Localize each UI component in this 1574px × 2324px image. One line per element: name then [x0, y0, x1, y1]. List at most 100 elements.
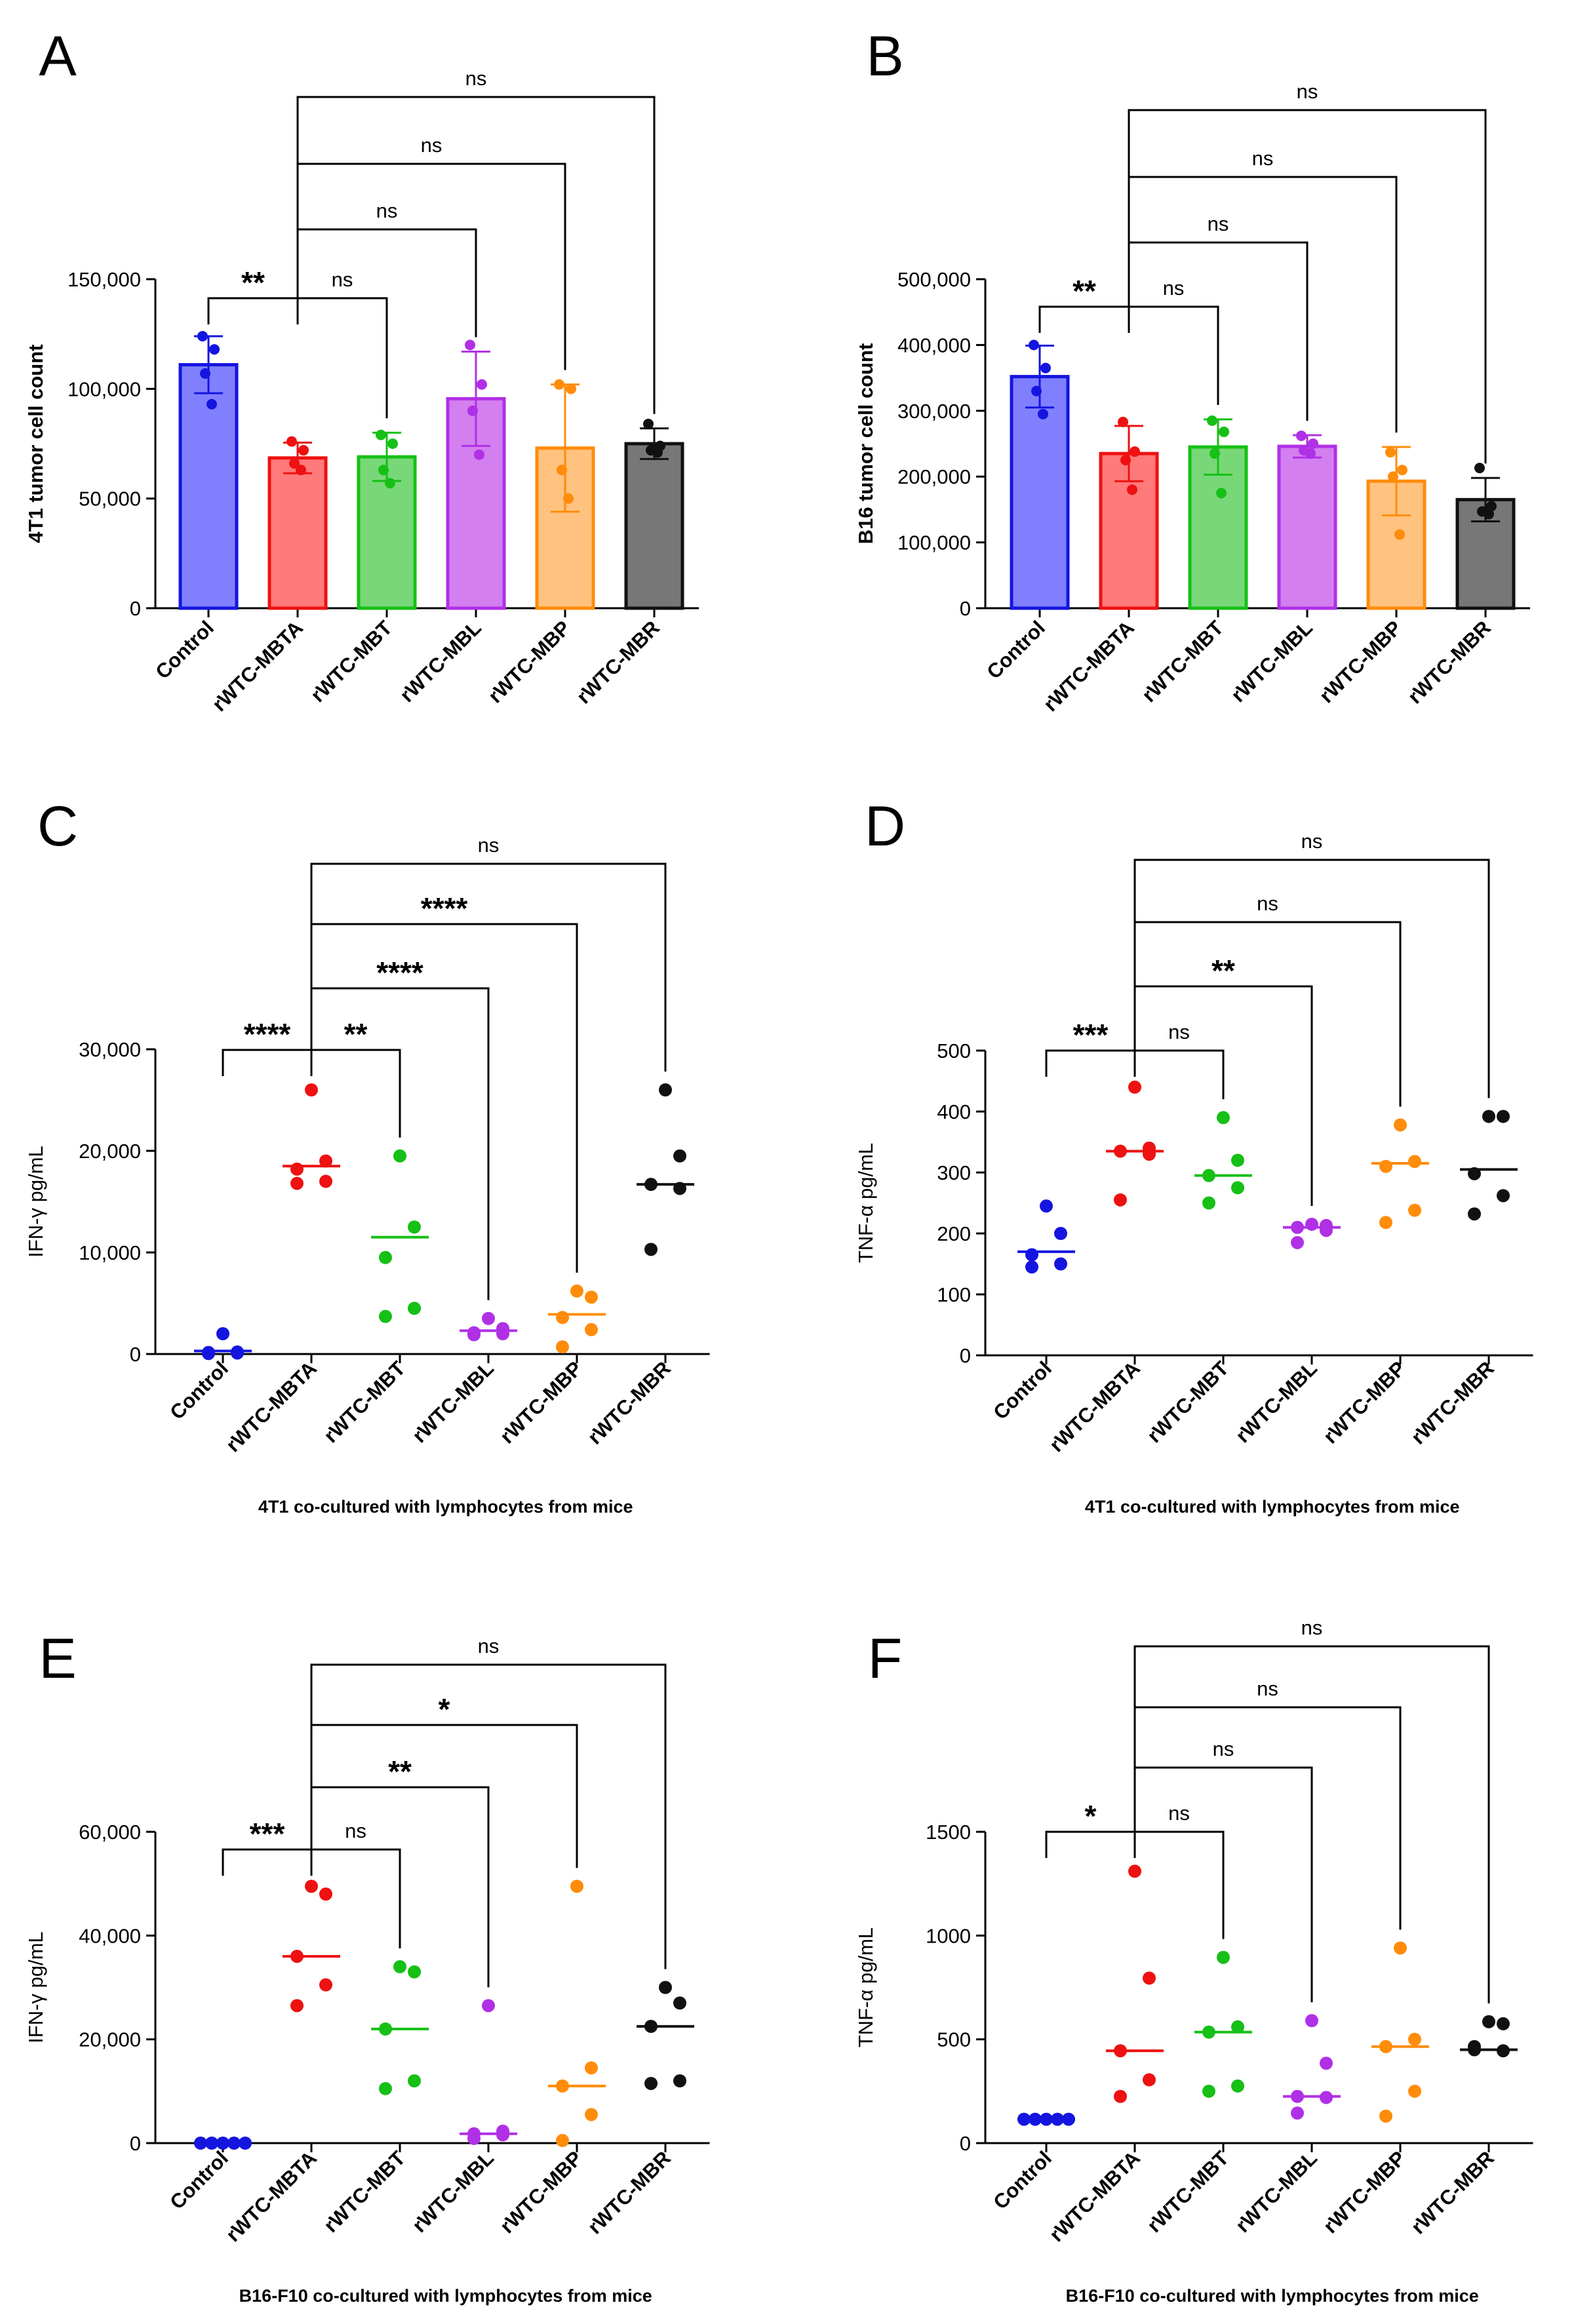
data-point — [1130, 446, 1140, 457]
data-point — [296, 465, 306, 476]
data-point — [319, 1978, 332, 1992]
bar — [1277, 444, 1337, 610]
significance-bracket — [296, 96, 656, 414]
x-tick-label: rWTC-MBL — [1231, 1357, 1322, 1447]
data-point — [1216, 488, 1227, 499]
data-point — [467, 2131, 481, 2145]
data-point — [1038, 408, 1048, 419]
y-tick-label: 0 — [960, 2132, 971, 2155]
significance-bracket — [1038, 305, 1130, 333]
data-point — [1408, 1155, 1421, 1169]
significance-bracket — [1128, 176, 1398, 433]
significance-label: ns — [465, 67, 487, 90]
data-point — [379, 2082, 392, 2095]
data-point — [1408, 2084, 1421, 2098]
data-point — [385, 478, 395, 489]
significance-label: ns — [376, 199, 398, 222]
x-tick-label: rWTC-MBL — [395, 616, 486, 707]
y-tick-label: 30,000 — [79, 1038, 141, 1061]
x-tick-label: rWTC-MBP — [1319, 1357, 1410, 1448]
significance-bracket — [296, 297, 388, 419]
data-point — [231, 1346, 244, 1360]
x-tick-label: rWTC-MBL — [1227, 616, 1317, 707]
panel-letter: C — [37, 795, 78, 858]
y-tick-label: 0 — [130, 597, 141, 620]
x-tick-label: rWTC-MBR — [572, 616, 664, 708]
x-tick-label: rWTC-MBP — [496, 2146, 587, 2237]
panel-letter: D — [865, 795, 905, 858]
x-tick-label: Control — [165, 1357, 233, 1424]
data-point — [1040, 2112, 1053, 2126]
significance-label: ns — [1297, 80, 1318, 103]
data-point — [556, 1340, 569, 1354]
y-tick-label: 1500 — [926, 1821, 971, 1844]
data-point — [563, 493, 574, 504]
significance-bracket — [310, 1663, 667, 1969]
data-point — [482, 1999, 495, 2013]
x-tick-label: Control — [165, 2146, 233, 2214]
data-point — [467, 1328, 481, 1342]
x-axis-label: 4T1 co-cultured with lymphocytes from mi… — [258, 1497, 633, 1517]
y-tick-label: 100,000 — [897, 532, 971, 554]
significance-label: * — [1085, 1799, 1097, 1833]
data-point — [643, 418, 654, 429]
data-point — [290, 1176, 304, 1190]
y-tick-label: 50,000 — [79, 488, 141, 511]
x-tick-label: Control — [151, 616, 218, 684]
x-tick-label: rWTC-MBTA — [1045, 1357, 1145, 1456]
data-point — [1207, 415, 1217, 426]
data-point — [290, 1950, 304, 1963]
significance-label: ns — [1163, 277, 1185, 300]
panel-b: B 0 100,000 200,000 300,000 400,000 500,000 B16… — [854, 25, 1530, 716]
data-point — [378, 465, 389, 476]
x-tick-label: rWTC-MBP — [1319, 2146, 1410, 2237]
data-point — [1394, 1941, 1407, 1955]
y-tick-label: 500 — [937, 2028, 971, 2051]
data-point — [1408, 2032, 1421, 2046]
significance-bracket — [207, 297, 299, 324]
x-tick-label: rWTC-MBT — [1143, 2146, 1233, 2237]
data-point — [585, 2108, 598, 2121]
data-point — [673, 1182, 686, 1195]
data-point — [467, 405, 478, 416]
data-point — [202, 1347, 215, 1361]
significance-bracket — [1128, 305, 1219, 405]
data-point — [1128, 1865, 1141, 1878]
bar — [267, 456, 328, 610]
data-point — [1217, 1950, 1230, 1964]
x-tick-label: rWTC-MBR — [1407, 1357, 1499, 1448]
significance-bracket — [222, 1848, 313, 1876]
data-point — [1231, 2020, 1244, 2034]
data-point — [1202, 2084, 1215, 2098]
significance-label: ns — [1168, 1020, 1190, 1043]
significance-label: *** — [250, 1817, 285, 1851]
data-point — [556, 2079, 569, 2093]
data-point — [644, 1178, 658, 1191]
data-point — [1118, 416, 1128, 427]
data-point — [644, 2076, 658, 2090]
data-point — [379, 1250, 392, 1264]
data-point — [1497, 2017, 1510, 2030]
data-point — [305, 1880, 318, 1893]
data-point — [557, 465, 567, 476]
significance-label: ns — [332, 268, 353, 291]
data-point — [216, 2137, 229, 2150]
data-point — [1320, 2091, 1333, 2104]
panel-a: A 0 50,000 100,000 150,000 4T1 tumor cell cou… — [24, 25, 699, 716]
significance-label: ns — [478, 834, 500, 857]
x-tick-label: rWTC-MBTA — [1045, 2146, 1145, 2246]
x-tick-label: Control — [989, 1357, 1056, 1424]
x-tick-label: rWTC-MBTA — [1039, 616, 1139, 716]
significance-label: ** — [388, 1754, 412, 1789]
y-tick-label: 0 — [130, 2132, 141, 2155]
data-point — [1397, 465, 1407, 476]
y-tick-label: 400 — [937, 1100, 971, 1123]
x-tick-label: rWTC-MBR — [1404, 616, 1495, 708]
significance-bracket — [310, 862, 667, 1076]
y-tick-label: 300,000 — [897, 400, 971, 423]
significance-label: **** — [421, 891, 468, 925]
y-axis-label: IFN-γ pg/mL — [24, 1931, 47, 2043]
significance-label: * — [439, 1692, 450, 1726]
data-point — [298, 445, 309, 456]
significance-bracket — [296, 163, 566, 370]
